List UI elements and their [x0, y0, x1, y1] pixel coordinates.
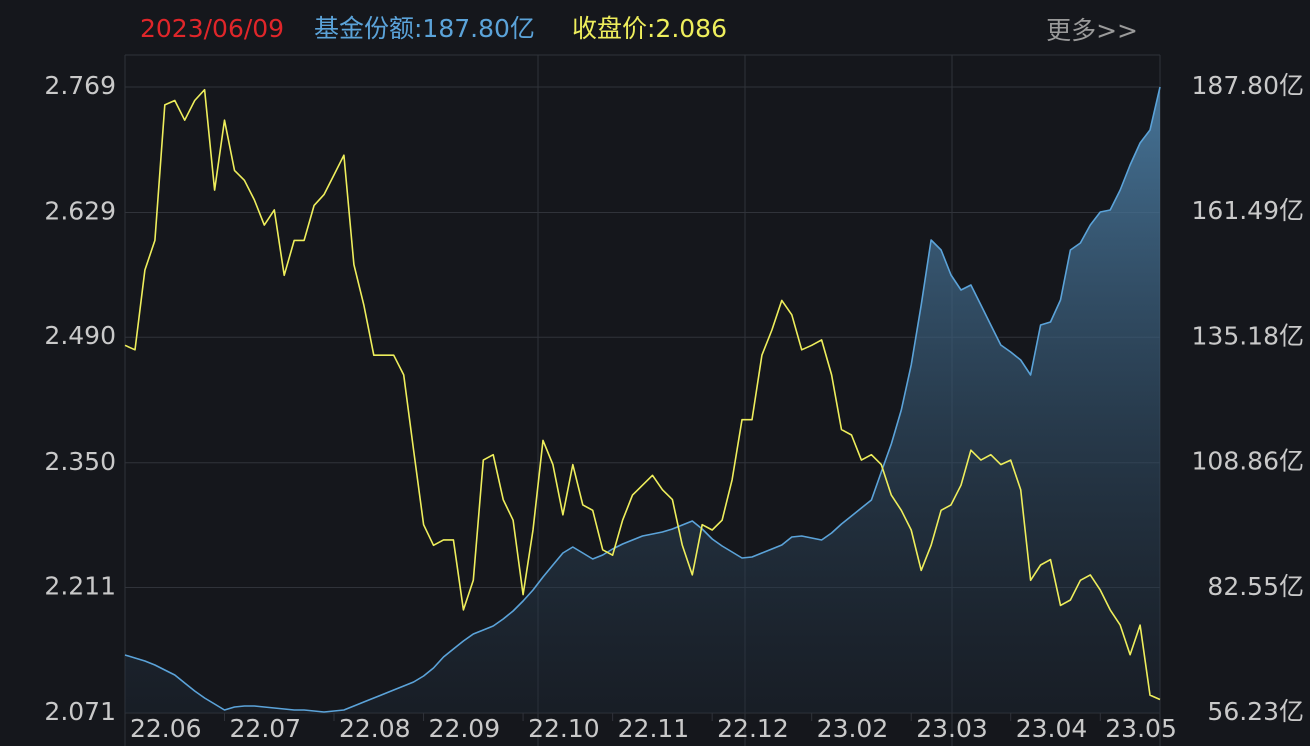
x-tick-label: 23.04 [1016, 714, 1088, 743]
y2-tick-label: 161.49亿 [1192, 196, 1304, 225]
x-tick-label: 23.02 [817, 714, 889, 743]
line [124, 86, 1161, 713]
y-tick-label: 2.490 [44, 321, 116, 350]
x-tick-label: 22.12 [717, 714, 789, 743]
y2-tick-label: 82.55亿 [1207, 572, 1304, 601]
x-tick-label: 22.07 [230, 714, 302, 743]
x-tick-label: 22.09 [429, 714, 501, 743]
x-tick-label: 22.11 [618, 714, 690, 743]
y2-tick-label: 108.86亿 [1192, 447, 1304, 476]
y2-tick-label: 187.80亿 [1192, 71, 1304, 100]
y-tick-label: 2.071 [44, 697, 116, 726]
y-tick-label: 2.629 [44, 197, 116, 226]
header-close: 收盘价:2.086 [572, 14, 727, 43]
line [124, 88, 1161, 701]
x-tick-label: 23.05 [1105, 714, 1177, 743]
y-tick-label: 2.350 [44, 447, 116, 476]
area [125, 87, 1160, 713]
x-tick-label: 23.03 [916, 714, 988, 743]
y2-tick-label: 135.18亿 [1192, 321, 1304, 350]
header-share: 基金份额:187.80亿 [314, 14, 535, 43]
header-date: 2023/06/09 [140, 14, 284, 43]
y-tick-label: 2.211 [44, 571, 116, 600]
x-tick-label: 22.06 [130, 714, 202, 743]
x-tick-label: 22.08 [339, 714, 411, 743]
x-tick-label: 22.10 [528, 714, 600, 743]
y-tick-label: 2.769 [44, 71, 116, 100]
more-link[interactable]: 更多>> [1046, 16, 1138, 45]
plot [124, 86, 1161, 721]
y2-tick-label: 56.23亿 [1207, 697, 1304, 726]
